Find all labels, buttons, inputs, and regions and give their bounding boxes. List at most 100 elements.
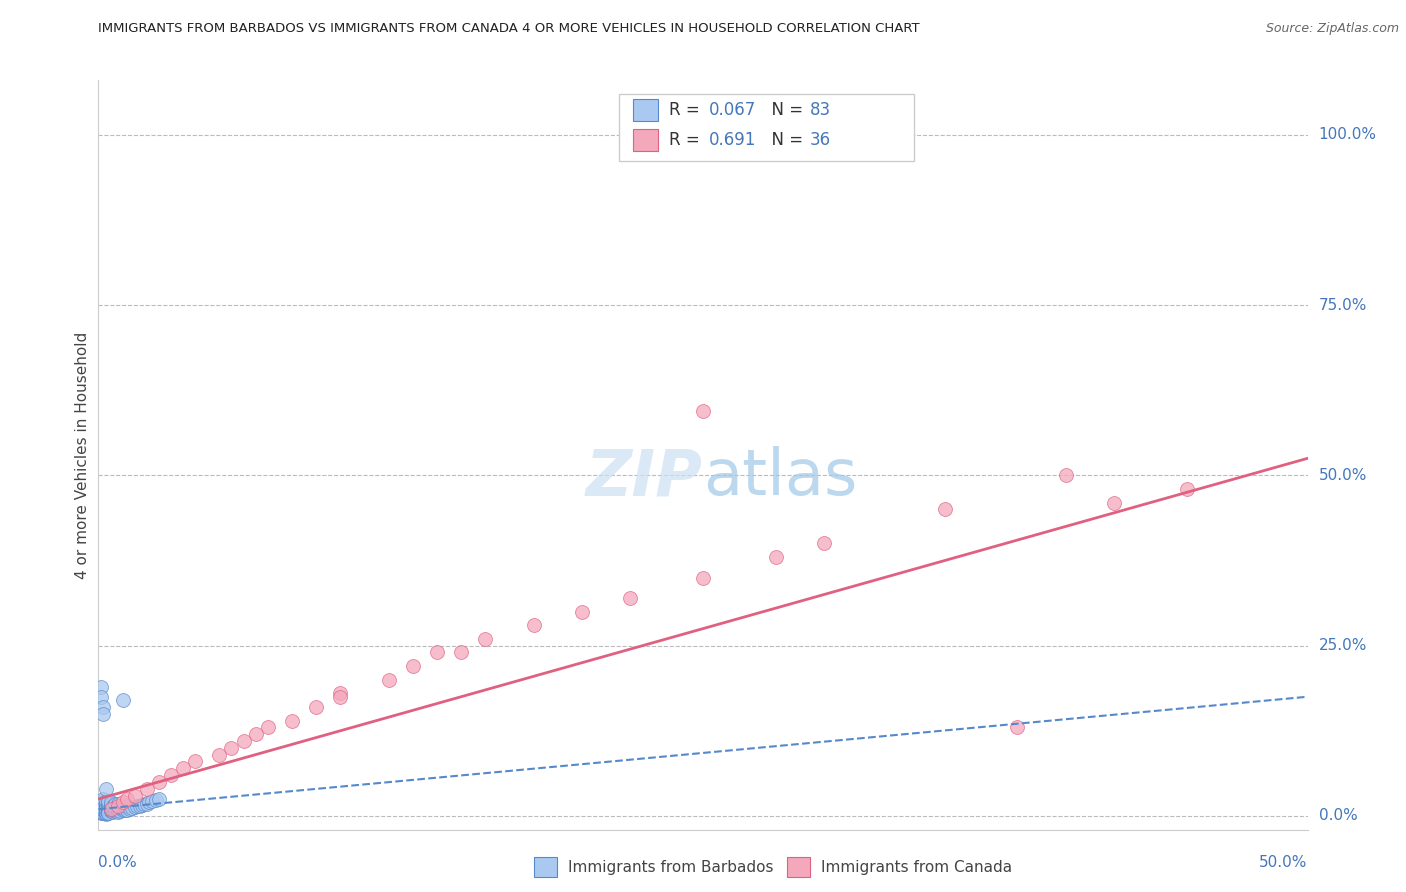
- Point: [111, 693, 134, 707]
- Text: 36: 36: [810, 131, 831, 149]
- Point: [245, 727, 267, 741]
- Point: [91, 794, 114, 808]
- Point: [91, 801, 114, 815]
- Point: [256, 720, 278, 734]
- Point: [111, 804, 134, 818]
- Point: [91, 700, 114, 714]
- Point: [94, 805, 117, 820]
- Point: [91, 805, 114, 820]
- Point: [104, 804, 127, 818]
- Point: [1175, 482, 1198, 496]
- Point: [94, 801, 117, 815]
- Point: [571, 605, 593, 619]
- Point: [813, 536, 835, 550]
- Point: [114, 800, 136, 814]
- Point: [148, 775, 170, 789]
- Point: [450, 645, 472, 659]
- Point: [172, 761, 194, 775]
- Text: R =: R =: [669, 131, 706, 149]
- Point: [934, 502, 956, 516]
- Point: [402, 659, 425, 673]
- Point: [91, 801, 114, 815]
- Point: [97, 805, 120, 819]
- Text: Immigrants from Barbados: Immigrants from Barbados: [568, 860, 773, 874]
- Point: [104, 800, 127, 814]
- Point: [97, 798, 120, 813]
- Point: [104, 797, 127, 812]
- Point: [108, 804, 131, 818]
- Text: 0.0%: 0.0%: [98, 855, 138, 870]
- Point: [111, 795, 134, 809]
- Point: [141, 794, 163, 808]
- Point: [94, 804, 117, 818]
- Point: [474, 632, 496, 646]
- Point: [692, 403, 714, 417]
- Point: [97, 794, 120, 808]
- Text: ZIP: ZIP: [586, 446, 703, 508]
- Point: [138, 795, 160, 809]
- Point: [329, 686, 352, 700]
- Point: [97, 804, 120, 818]
- Text: R =: R =: [669, 101, 706, 119]
- Point: [94, 795, 117, 809]
- Point: [100, 803, 122, 817]
- Point: [100, 797, 122, 812]
- Point: [124, 789, 146, 803]
- Point: [100, 802, 122, 816]
- Point: [97, 796, 120, 810]
- Text: 25.0%: 25.0%: [1319, 638, 1367, 653]
- Text: 0.0%: 0.0%: [1319, 808, 1357, 823]
- Point: [91, 804, 114, 818]
- Point: [97, 802, 120, 816]
- Point: [100, 795, 122, 809]
- Point: [97, 805, 120, 820]
- Point: [148, 792, 170, 806]
- Text: 100.0%: 100.0%: [1319, 128, 1376, 142]
- Point: [101, 805, 124, 819]
- Point: [107, 798, 129, 813]
- Point: [91, 795, 114, 809]
- Point: [91, 798, 114, 813]
- Point: [97, 800, 120, 814]
- Point: [90, 801, 112, 815]
- Text: 50.0%: 50.0%: [1319, 468, 1367, 483]
- Point: [91, 805, 114, 819]
- Text: atlas: atlas: [703, 446, 858, 508]
- Point: [107, 805, 129, 819]
- Point: [91, 802, 114, 816]
- Point: [107, 803, 129, 817]
- Point: [91, 706, 114, 721]
- Point: [94, 806, 117, 821]
- Point: [91, 804, 114, 818]
- Point: [90, 690, 112, 704]
- Point: [121, 801, 143, 815]
- Point: [94, 797, 117, 811]
- Point: [101, 801, 124, 815]
- Text: 83: 83: [810, 101, 831, 119]
- Point: [104, 802, 127, 816]
- Point: [765, 550, 787, 565]
- Point: [128, 798, 150, 813]
- Point: [91, 806, 114, 821]
- Text: N =: N =: [761, 101, 808, 119]
- Point: [619, 591, 641, 605]
- Text: 0.691: 0.691: [709, 131, 756, 149]
- Point: [107, 800, 129, 814]
- Text: IMMIGRANTS FROM BARBADOS VS IMMIGRANTS FROM CANADA 4 OR MORE VEHICLES IN HOUSEHO: IMMIGRANTS FROM BARBADOS VS IMMIGRANTS F…: [98, 22, 920, 36]
- Point: [305, 700, 328, 714]
- Point: [523, 618, 546, 632]
- Point: [100, 799, 122, 814]
- Point: [135, 781, 157, 796]
- Point: [134, 797, 156, 812]
- Point: [1007, 720, 1029, 734]
- Point: [91, 792, 114, 806]
- Point: [117, 803, 139, 817]
- Text: 75.0%: 75.0%: [1319, 298, 1367, 312]
- Point: [160, 768, 183, 782]
- Point: [90, 802, 112, 816]
- Point: [94, 805, 117, 820]
- Point: [101, 798, 124, 813]
- Point: [114, 804, 136, 818]
- Point: [90, 805, 112, 820]
- Point: [107, 797, 129, 812]
